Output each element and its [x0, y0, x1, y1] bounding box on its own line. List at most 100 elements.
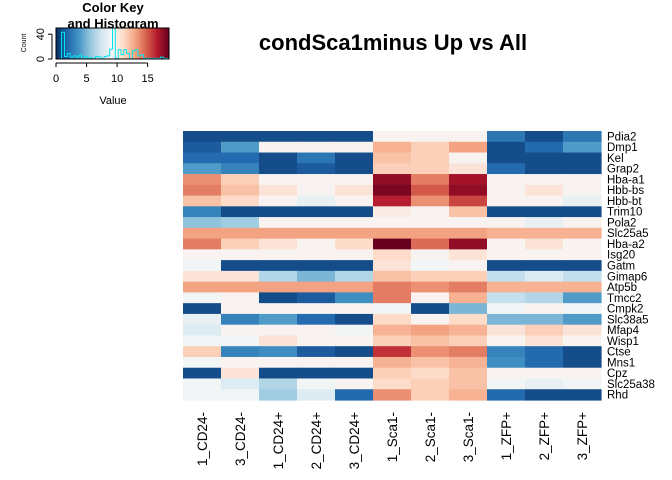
heatmap-cell	[297, 152, 336, 164]
color-key-swatch	[127, 28, 130, 59]
heatmap-cell	[297, 270, 336, 283]
heatmap-cell	[563, 303, 602, 315]
heatmap-cell	[335, 195, 374, 207]
heatmap-cell	[221, 206, 260, 218]
heatmap-cell	[373, 303, 412, 315]
heatmap-cell	[373, 174, 412, 186]
heatmap-cell	[183, 184, 222, 197]
heatmap-cell	[297, 163, 336, 175]
color-key-swatch	[146, 28, 149, 59]
heatmap-cell	[487, 303, 526, 315]
heatmap-cell	[449, 249, 488, 261]
heatmap-cell	[183, 378, 222, 390]
heatmap-cell	[259, 313, 298, 326]
color-key-swatch	[69, 28, 72, 59]
heatmap-cell	[487, 163, 526, 175]
color-key-swatch	[116, 28, 119, 59]
color-key-swatch	[104, 28, 107, 59]
heatmap-cell	[221, 335, 260, 347]
heatmap-cell	[259, 270, 298, 283]
heatmap-cell	[411, 324, 450, 337]
heatmap-cell	[563, 141, 602, 154]
row-label: Wisp1	[607, 336, 639, 348]
heatmap-cell	[183, 270, 222, 283]
heatmap-cell	[487, 346, 526, 358]
heatmap-cell	[449, 324, 488, 337]
color-key-swatch	[140, 28, 142, 59]
heatmap-cell	[487, 184, 526, 197]
heatmap-cell	[259, 227, 298, 240]
row-label: Cmpk2	[607, 304, 643, 316]
column-labels: 1_CD24- 3_CD24- 1_CD24+ 2_CD24+ 3_CD24+ 1_Sca…	[195, 412, 590, 470]
heatmap-cell	[183, 195, 222, 207]
heatmap-cell	[487, 131, 526, 143]
heatmap-cell	[183, 281, 222, 293]
heatmap-cell	[297, 292, 336, 304]
heatmap-cell	[449, 346, 488, 358]
color-key-swatch	[77, 28, 80, 59]
row-label: Gatm	[607, 261, 635, 273]
heatmap-cell	[525, 367, 564, 380]
heatmap-cell	[259, 346, 298, 358]
heatmap-cell	[335, 346, 374, 358]
color-key-swatch	[150, 28, 152, 59]
heatmap-cell	[183, 335, 222, 347]
heatmap-cell	[563, 227, 602, 240]
color-key-swatch	[136, 28, 139, 59]
color-key-swatch	[126, 28, 129, 59]
heatmap-cell	[259, 260, 298, 272]
heatmap-cell	[335, 367, 374, 380]
heatmap-cell	[449, 217, 488, 229]
heatmap-cell	[373, 292, 412, 304]
heatmap-cell	[297, 313, 336, 326]
heatmap-cell	[373, 249, 412, 261]
heatmap-cell	[297, 303, 336, 315]
column-label: 2_CD24+	[309, 412, 324, 470]
column-label: 2_Sca1-	[423, 412, 438, 462]
heatmap-cell	[335, 356, 374, 369]
heatmap-cell	[449, 292, 488, 304]
row-label: Hba-a2	[607, 239, 645, 251]
color-key-title-line1: Color Key	[82, 0, 144, 15]
row-label: Isg20	[607, 250, 635, 262]
heatmap-cell	[335, 270, 374, 283]
heatmap-cell	[449, 356, 488, 369]
heatmap-cell	[563, 335, 602, 347]
color-key-swatch	[157, 28, 160, 59]
color-key-swatch	[152, 28, 155, 59]
heatmap-cell	[183, 152, 222, 164]
color-key-swatch	[121, 28, 124, 59]
color-key-swatch	[145, 28, 147, 59]
heatmap-cell	[335, 335, 374, 347]
color-key-swatch	[72, 28, 75, 59]
heatmap-cell	[259, 174, 298, 186]
heatmap-cell	[373, 378, 412, 390]
heatmap-cell	[183, 260, 222, 272]
heatmap-cell	[525, 324, 564, 337]
color-key-swatch	[120, 28, 122, 59]
heatmap-cell	[297, 141, 336, 154]
y-tick-label: 40	[35, 28, 47, 40]
x-tick-label: 0	[53, 73, 59, 85]
heatmap-cell	[525, 335, 564, 347]
heatmap-cell	[221, 292, 260, 304]
color-key-swatch	[79, 28, 82, 59]
row-label: Kel	[607, 153, 624, 165]
heatmap-cell	[373, 260, 412, 272]
heatmap-cell	[221, 131, 260, 143]
heatmap-cell	[563, 281, 602, 293]
heatmap-cell	[411, 174, 450, 186]
heatmap-cell	[221, 378, 260, 390]
color-key-swatch	[73, 28, 76, 59]
heatmap-cell	[183, 324, 222, 337]
heatmap-cell	[297, 378, 336, 390]
heatmap-cell	[259, 335, 298, 347]
heatmap-cell	[221, 260, 260, 272]
row-labels: Pdia2Dmp1KelGrap2Hba-a1Hbb-bsHbb-btTrim1…	[607, 131, 655, 401]
color-key-swatch	[112, 28, 115, 59]
color-key-swatch	[113, 28, 116, 59]
heatmap-cell	[259, 152, 298, 164]
color-key-swatch	[86, 28, 88, 59]
heatmap-cell	[563, 195, 602, 207]
heatmap-cell	[449, 335, 488, 347]
